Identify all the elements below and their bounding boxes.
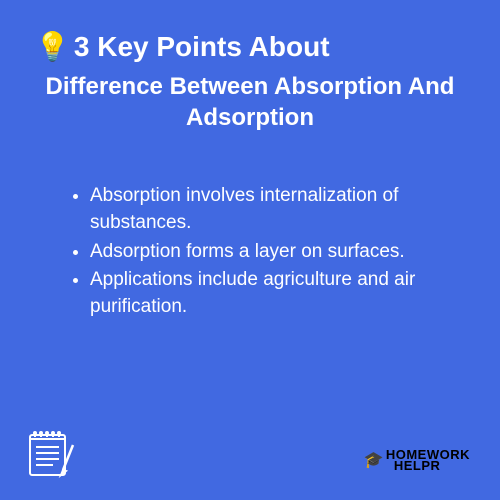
- brand-text: Homework Helpr: [386, 449, 470, 472]
- graduation-cap-icon: 🎓: [364, 450, 384, 470]
- notepad-icon: [25, 425, 75, 480]
- key-points-list: Absorption involves internalization of s…: [35, 183, 465, 320]
- brand-lower: Helpr: [394, 460, 470, 472]
- header-row: 💡 3 Key Points About: [35, 30, 465, 63]
- subtitle: Difference Between Absorption And Adsorp…: [35, 71, 465, 133]
- list-item: Absorption involves internalization of s…: [90, 183, 440, 236]
- list-item: Applications include agriculture and air…: [90, 267, 440, 320]
- list-item: Adsorption forms a layer on surfaces.: [90, 239, 440, 266]
- lightbulb-icon: 💡: [35, 30, 70, 63]
- brand-logo: 🎓 Homework Helpr: [364, 449, 470, 472]
- main-title: 3 Key Points About: [74, 31, 330, 63]
